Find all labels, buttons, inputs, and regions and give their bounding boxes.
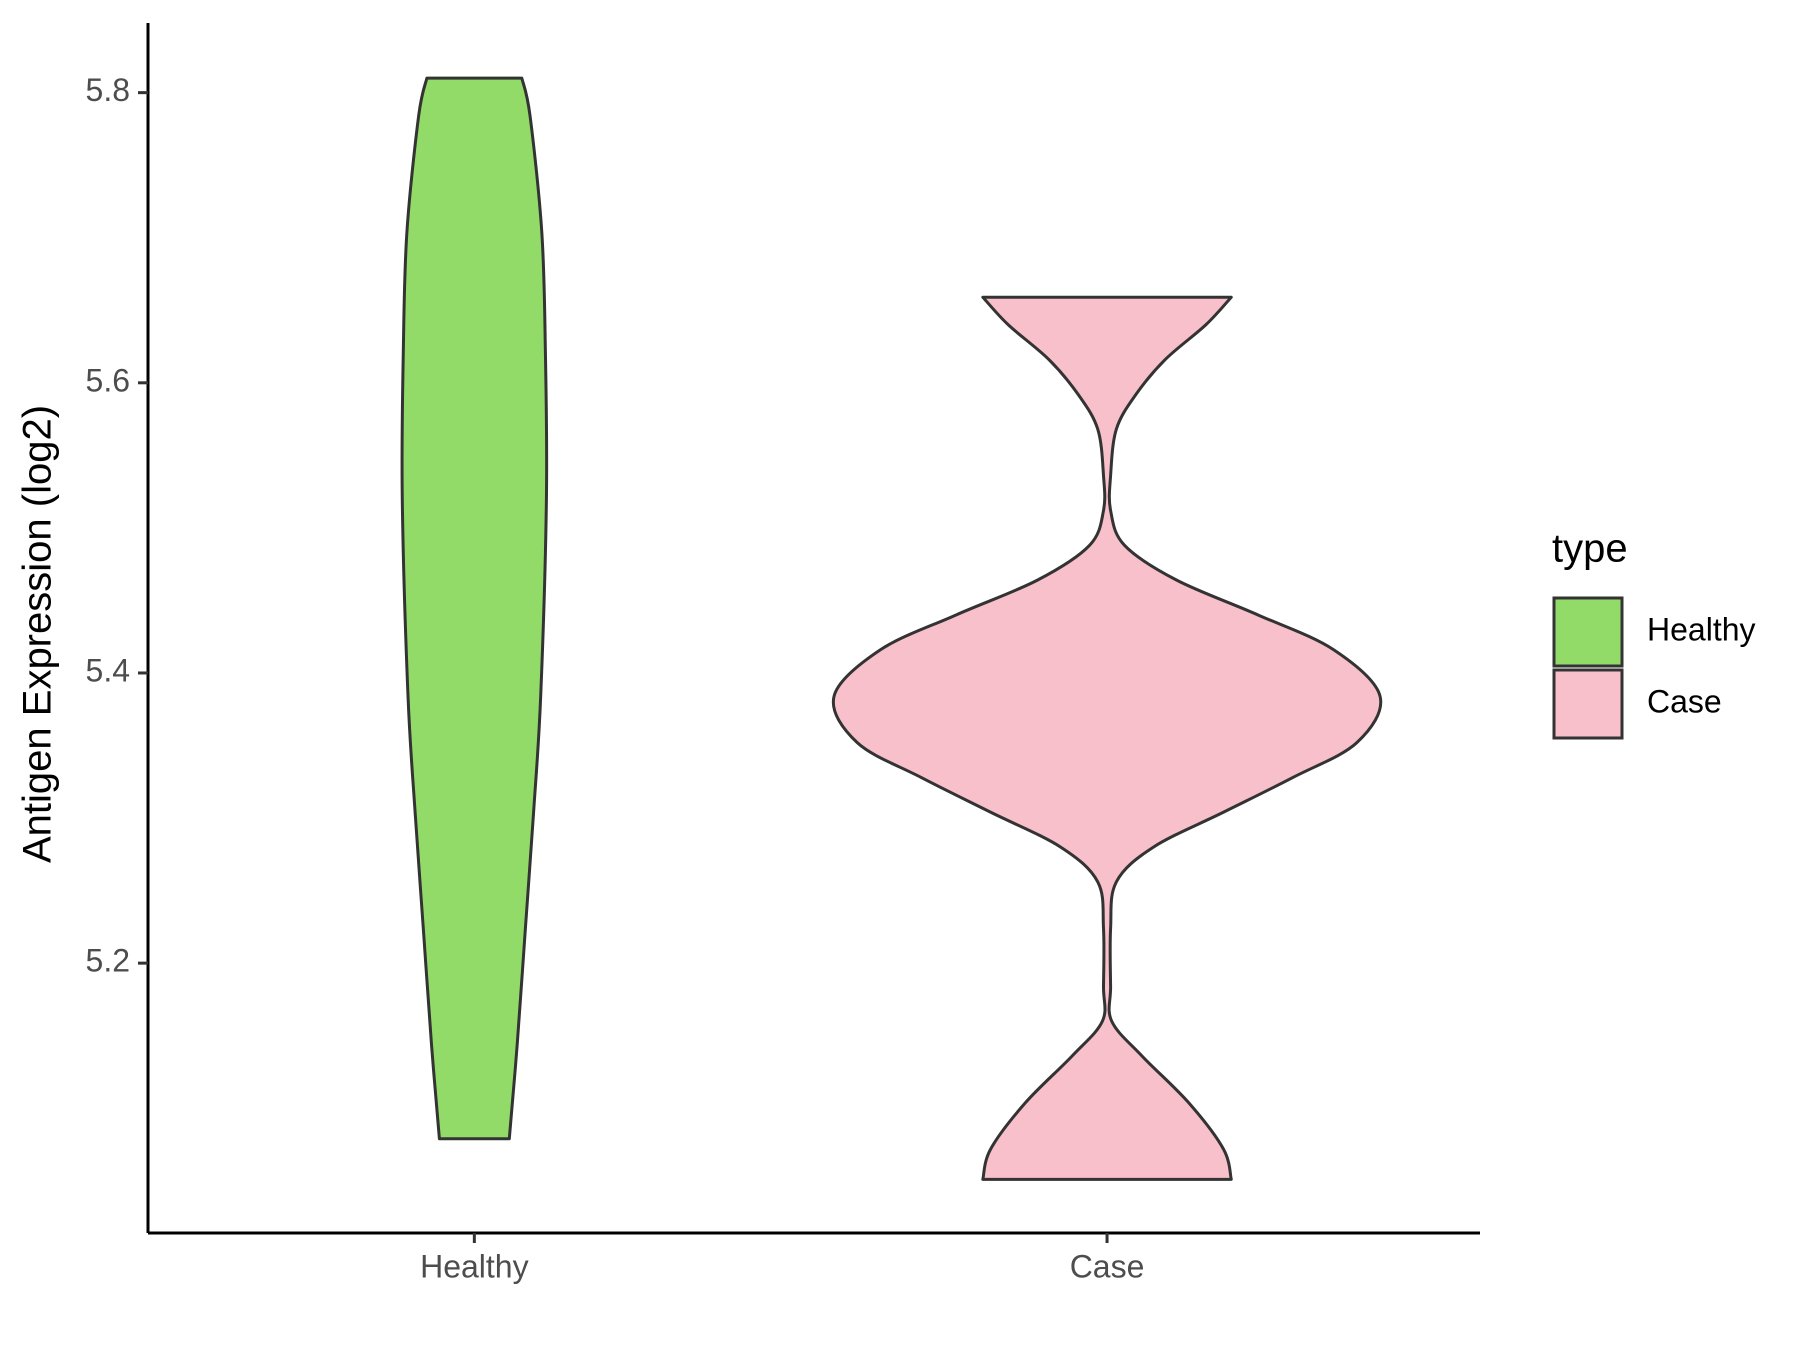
x-tick-label: Case [1070,1248,1145,1284]
legend-title: type [1552,527,1628,571]
legend-label: Healthy [1647,611,1756,647]
legend-label: Case [1647,683,1722,719]
violin [400,76,549,1141]
violin [831,295,1383,1181]
y-tick-label: 5.4 [86,652,130,688]
y-tick-label: 5.2 [86,943,130,979]
legend-key [1552,668,1624,740]
y-axis-title: Antigen Expression (log2) [16,405,60,863]
legend-key [1552,596,1624,668]
y-tick-label: 5.8 [86,72,130,108]
y-tick-label: 5.6 [86,362,130,398]
x-tick-label: Healthy [420,1248,529,1284]
